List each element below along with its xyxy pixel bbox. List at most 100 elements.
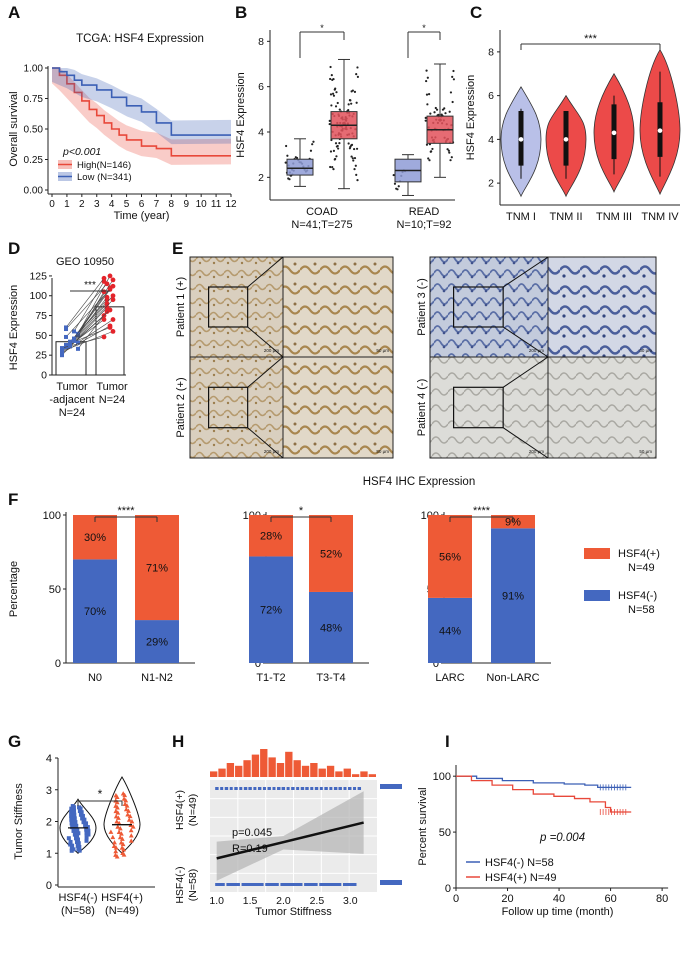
panel-d-adjacent-point — [60, 349, 64, 354]
panel-h-point-negative — [228, 883, 232, 886]
panel-h-point-negative — [351, 883, 355, 886]
panel-b-point — [328, 119, 331, 122]
panel-b-point — [449, 159, 452, 162]
panel-b-point — [336, 101, 339, 105]
panel-h-point-positive — [324, 787, 328, 790]
panel-h-point-negative — [234, 883, 238, 886]
panel-b-point — [311, 143, 314, 146]
panel-g-point — [113, 848, 119, 854]
panel-h-histogram-bar — [260, 749, 268, 777]
panel-i-legend-label-1: HSF4(+) N=49 — [485, 872, 557, 884]
panel-b-point — [332, 77, 335, 81]
panel-a-xtick-label: 1 — [64, 199, 70, 210]
panel-g-point — [74, 823, 79, 828]
panel-f-ytick-label: 0 — [255, 658, 261, 670]
panel-b-point — [351, 89, 354, 92]
panel-e-patient-3-inset-box — [453, 286, 504, 328]
panel-b-point — [448, 151, 451, 154]
panel-h-point-negative — [312, 883, 316, 886]
panel-b-point — [330, 138, 333, 142]
panel-g-point — [80, 813, 85, 818]
panel-b-point — [329, 65, 332, 69]
panel-h-point-negative — [287, 883, 291, 886]
panel-b-point — [332, 149, 336, 153]
panel-h-histogram-bar — [218, 768, 226, 777]
panel-letter-g: G — [8, 732, 21, 751]
panel-f-ytick-label: 100 — [43, 510, 61, 522]
panel-b-point — [347, 142, 350, 145]
panel-h-point-positive — [277, 787, 281, 790]
panel-g-point — [76, 841, 81, 846]
panel-b-point — [426, 76, 429, 79]
panel-h-point-negative — [265, 883, 269, 886]
panel-b-point — [286, 154, 289, 157]
panel-e-patient-2-inset-box — [208, 386, 249, 429]
panel-b-point — [392, 173, 395, 177]
panel-h-point-negative — [288, 883, 292, 886]
panel-c-ytick-label: 2 — [488, 178, 494, 190]
panel-b-point — [351, 157, 354, 160]
panel-g-point — [76, 831, 81, 836]
panel-a-ytick-label: 0.25 — [24, 155, 44, 166]
panel-i-xtick-label: 20 — [501, 893, 513, 905]
panel-f-bar-label-negative: 72% — [260, 605, 282, 617]
panel-e-patient-2-overview — [189, 356, 284, 459]
panel-g-point — [128, 827, 134, 833]
panel-h-point-negative — [344, 883, 348, 886]
panel-h-point-negative — [327, 883, 331, 886]
panel-b-point — [451, 100, 454, 104]
panel-f-bar-label-negative: 44% — [439, 625, 461, 637]
panel-d-pair-line — [73, 299, 114, 342]
panel-d-ytick-label: 25 — [35, 350, 47, 362]
panel-b-point — [355, 101, 358, 104]
panel-letter-i: I — [445, 732, 450, 751]
panel-g-point — [76, 837, 81, 842]
panel-b-point — [353, 156, 357, 160]
panel-c-median — [611, 130, 617, 136]
panel-d-adjacent-point — [76, 346, 80, 351]
panel-g-point — [68, 839, 73, 844]
panel-g-point — [129, 818, 135, 824]
panel-b-point — [447, 149, 450, 152]
panel-e-zoom-line — [247, 326, 284, 358]
panel-h-point-negative — [256, 883, 260, 886]
panel-b-point — [329, 77, 332, 81]
panel-a-km-curve-1 — [52, 67, 231, 136]
panel-h-r-value: R=0.19 — [232, 843, 268, 855]
panel-e-zoom-line — [247, 256, 284, 288]
panel-d-category-label: Tumor — [56, 381, 88, 393]
panel-letter-d: D — [8, 239, 20, 258]
panel-d-title: GEO 10950 — [56, 256, 114, 268]
panel-c-ylabel: HSF4 Expression — [465, 75, 477, 161]
panel-h-point-positive — [244, 787, 248, 790]
panel-f-bar-label-negative: 91% — [502, 591, 524, 603]
panel-f-stacked-bar-3: 05010044%56%LARC91%9%Non-LARC****HSF4(+)… — [421, 505, 660, 684]
panel-h-point-positive — [338, 787, 342, 790]
panel-b-sig-label: * — [422, 23, 426, 33]
panel-f-bar-negative — [135, 620, 179, 663]
panel-d-tumor-point — [101, 275, 107, 281]
panel-i-xtick-label: 0 — [453, 893, 459, 905]
panel-h-point-positive — [348, 787, 352, 790]
panel-h-histogram-bar — [360, 771, 368, 777]
panel-f-ytick-label: 0 — [55, 658, 61, 670]
panel-g-ytick-label: 3 — [46, 785, 52, 797]
panel-g-point — [113, 813, 119, 819]
panel-e-patient-4-overview — [429, 356, 549, 459]
panel-b-point — [353, 90, 357, 93]
panel-b-point — [425, 69, 428, 72]
panel-h-point-negative — [217, 883, 221, 886]
panel-b-point — [350, 102, 353, 105]
panel-g-point — [122, 792, 128, 798]
panel-f-category-label: Non-LARC — [486, 672, 539, 684]
panel-h-point-negative — [248, 883, 252, 886]
panel-h-point-positive — [301, 787, 305, 790]
panel-b-point — [393, 182, 397, 185]
panel-i-ytick-label: 100 — [433, 771, 451, 783]
panel-d-tumor-point — [107, 273, 113, 279]
panel-h-point-negative — [295, 883, 299, 886]
panel-g-point — [84, 838, 89, 843]
panel-f-sig-label: * — [299, 505, 304, 517]
panel-h-point-negative — [215, 883, 219, 886]
panel-b-point — [284, 161, 287, 164]
